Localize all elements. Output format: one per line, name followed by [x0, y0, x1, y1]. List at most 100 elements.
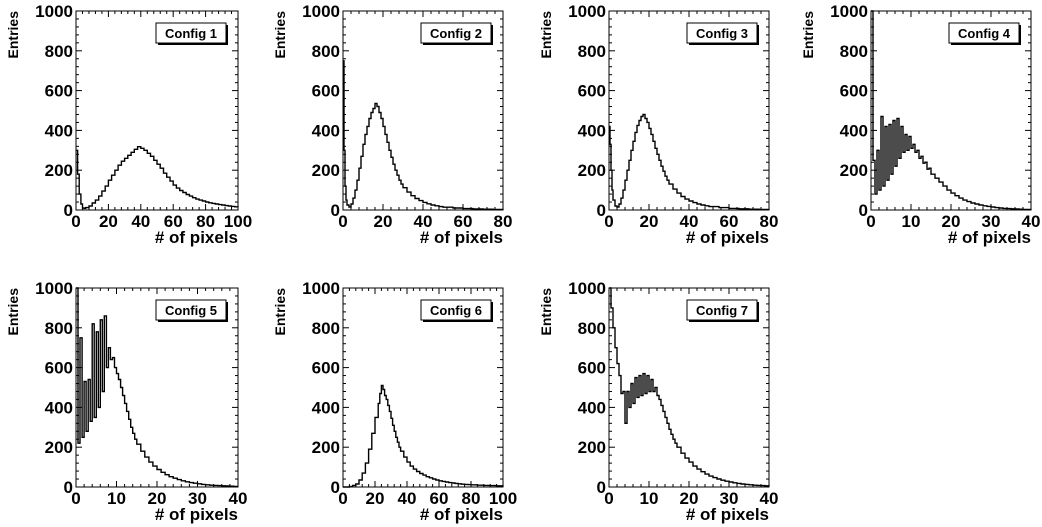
y-tick-label: 400	[578, 121, 606, 140]
y-axis-title: Entries	[272, 11, 288, 59]
y-axis-title: Entries	[5, 288, 21, 336]
x-tick-label: 10	[640, 489, 659, 508]
x-tick-label: 0	[71, 489, 80, 508]
y-tick-label: 800	[578, 42, 606, 61]
y-axis-title: Entries	[538, 288, 554, 336]
x-tick-label: 40	[414, 212, 433, 231]
histogram-panel-config-7: 0 200 400 600 800 1000 0 10 20 30 40# of pixels Ent…	[538, 279, 778, 524]
y-tick-label: 1000	[35, 2, 73, 21]
x-axis-title: # of pixels	[420, 505, 503, 524]
histogram-series	[871, 10, 1032, 211]
y-tick-label: 1000	[35, 279, 73, 298]
y-tick-label: 400	[840, 121, 868, 140]
x-tick-label: 0	[604, 489, 613, 508]
x-tick-label: 100	[224, 212, 252, 231]
legend-box	[420, 299, 492, 321]
x-tick-label: 40	[760, 489, 779, 508]
y-tick-label: 0	[64, 201, 73, 220]
y-axis-title: Entries	[800, 11, 816, 59]
x-tick-label: 80	[760, 212, 779, 231]
legend-box	[948, 22, 1020, 44]
x-tick-label: 10	[902, 212, 921, 231]
histogram-panel-config-4: 0 200 400 600 800 1000 0 10 20 30 40# of pixels Ent…	[800, 2, 1040, 247]
y-tick-label: 1000	[302, 2, 340, 21]
x-tick-label: 80	[462, 489, 481, 508]
y-tick-label: 800	[312, 42, 340, 61]
x-tick-label: 60	[720, 212, 739, 231]
plot-frame	[75, 10, 239, 211]
legend-box	[686, 22, 758, 44]
y-tick-label: 600	[578, 82, 606, 101]
x-tick-label: 20	[374, 212, 393, 231]
y-tick-label: 200	[578, 161, 606, 180]
legend-label: Config 6	[430, 303, 482, 318]
y-tick-label: 400	[312, 121, 340, 140]
y-tick-label: 0	[597, 478, 606, 497]
y-tick-label: 600	[840, 82, 868, 101]
y-tick-label: 600	[45, 359, 73, 378]
x-tick-label: 40	[131, 212, 150, 231]
histogram-series	[76, 287, 238, 488]
legend-label: Config 7	[696, 303, 748, 318]
x-tick-label: 30	[720, 489, 739, 508]
y-tick-label: 0	[331, 478, 340, 497]
legend-label: Config 1	[165, 26, 217, 41]
y-tick-label: 600	[578, 359, 606, 378]
y-tick-label: 0	[64, 478, 73, 497]
x-tick-label: 20	[942, 212, 961, 231]
y-tick-label: 400	[312, 398, 340, 417]
legend-label: Config 2	[430, 26, 482, 41]
x-tick-label: 40	[229, 489, 248, 508]
y-axis-title: Entries	[538, 11, 554, 59]
y-tick-label: 800	[840, 42, 868, 61]
y-tick-label: 800	[312, 319, 340, 338]
x-tick-label: 10	[107, 489, 126, 508]
y-axis-title: Entries	[272, 288, 288, 336]
x-tick-label: 30	[982, 212, 1001, 231]
legend-label: Config 3	[696, 26, 748, 41]
x-tick-label: 0	[71, 212, 80, 231]
histogram-panel-config-6: 0 200 400 600 800 1000 0 20 40 60 80 100# of pixels…	[272, 279, 517, 524]
y-tick-label: 400	[45, 398, 73, 417]
y-tick-label: 200	[45, 161, 73, 180]
x-tick-label: 40	[680, 212, 699, 231]
legend-label: Config 4	[958, 26, 1011, 41]
x-tick-label: 30	[188, 489, 207, 508]
y-tick-label: 1000	[568, 279, 606, 298]
x-tick-label: 80	[494, 212, 513, 231]
legend-box	[420, 22, 492, 44]
x-tick-label: 40	[398, 489, 417, 508]
histogram-panel-config-3: 0 200 400 600 800 1000 0 20 40 60 80# of pixels Ent…	[538, 2, 778, 247]
x-tick-label: 60	[454, 212, 473, 231]
legend-box	[155, 22, 227, 44]
x-tick-label: 0	[604, 212, 613, 231]
y-tick-label: 600	[312, 82, 340, 101]
x-axis-title: # of pixels	[948, 228, 1031, 247]
y-tick-label: 200	[840, 161, 868, 180]
x-axis-title: # of pixels	[155, 228, 238, 247]
y-axis-title: Entries	[5, 11, 21, 59]
y-tick-label: 400	[45, 121, 73, 140]
legend-label: Config 5	[165, 303, 217, 318]
plot-frame	[342, 287, 504, 488]
x-tick-label: 20	[680, 489, 699, 508]
x-tick-label: 20	[99, 212, 118, 231]
y-tick-label: 800	[45, 319, 73, 338]
x-axis-title: # of pixels	[686, 505, 769, 524]
y-tick-label: 200	[45, 438, 73, 457]
legend-box	[155, 299, 227, 321]
x-axis-title: # of pixels	[686, 228, 769, 247]
x-tick-label: 60	[164, 212, 183, 231]
histogram-panel-config-1: 0 200 400 600 800 1000 0 20 40 60 80 100# of pixels…	[5, 2, 252, 247]
x-tick-label: 40	[1022, 212, 1041, 231]
y-tick-label: 1000	[302, 279, 340, 298]
histogram-series	[343, 384, 504, 488]
x-tick-label: 20	[640, 212, 659, 231]
x-tick-label: 0	[338, 212, 347, 231]
histogram-series	[609, 287, 770, 487]
histogram-panel-config-5: 0 200 400 600 800 1000 0 10 20 30 40# of pixels Ent…	[5, 279, 247, 524]
histogram-series	[609, 113, 770, 211]
y-tick-label: 600	[45, 82, 73, 101]
y-tick-label: 400	[578, 398, 606, 417]
